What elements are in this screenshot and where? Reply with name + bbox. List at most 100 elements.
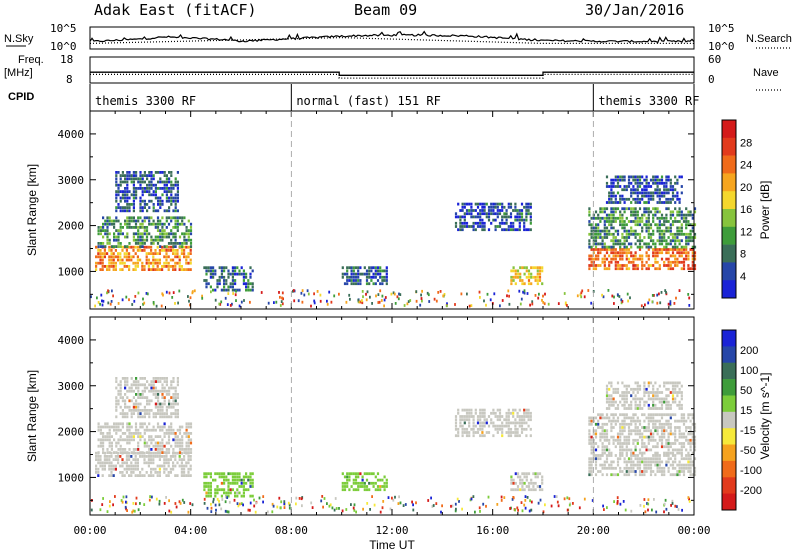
echo-cell [647,442,650,445]
echo-cell [605,394,609,398]
echo-cell [680,419,683,423]
echo-speckle [647,502,650,506]
echo-cell [663,432,666,436]
echo-speckle [380,299,383,302]
echo-cell [605,466,609,470]
echo-cell [212,275,215,279]
echo-cell [671,194,675,198]
echo-cell [113,222,116,226]
echo-cell [385,282,388,286]
echo-cell [510,275,513,279]
echo-cell [632,454,635,457]
echo-cell [638,397,642,401]
echo-cell [597,232,600,236]
echo-cell [520,424,524,428]
echo-cell [507,418,510,422]
echo-cell [383,275,386,279]
echo-cell [137,235,140,239]
echo-cell [645,260,648,264]
echo-cell [130,461,133,465]
echo-cell [485,431,488,434]
echo-cell [143,444,146,448]
echo-cell [119,261,122,265]
echo-cell [113,428,116,432]
echo-cell [627,251,631,255]
echo-cell [676,451,679,455]
echo-cell [665,257,668,261]
echo-speckle [288,506,291,510]
echo-cell [119,177,122,181]
echo-cell [669,416,672,420]
echo-speckle [482,502,485,506]
echo-cell [636,175,639,179]
echo-cell [649,264,653,267]
echo-cell [514,408,517,412]
echo-cell [172,428,175,432]
echo-cell [625,229,628,233]
echo-cell [590,438,593,442]
echo-cell [180,451,183,455]
echo-cell [126,232,129,236]
echo-cell [236,481,239,485]
echo-cell [176,383,179,387]
echo-cell [676,257,679,261]
echo-cell [141,396,144,399]
echo-speckle [307,292,310,296]
echo-cell [643,387,646,391]
echo-cell [641,473,644,477]
echo-cell [115,396,118,399]
echo-speckle [483,299,485,303]
echo-cell [623,264,626,267]
echo-cell [658,188,661,192]
echo-cell [608,245,611,249]
echo-cell [514,209,517,212]
echo-cell [189,268,192,271]
echo-cell [189,222,193,226]
echo-cell [463,221,466,225]
echo-cell [242,485,245,488]
echo-cell [516,434,519,438]
echo-cell [693,232,697,236]
echo-cell [649,470,653,473]
echo-speckle [345,508,348,511]
echo-cell [172,393,175,396]
echo-cell [134,226,138,229]
echo-cell [174,474,177,477]
echo-cell [159,245,162,248]
echo-speckle [489,298,492,302]
echo-cell [638,466,642,470]
echo-cell [214,478,217,482]
echo-speckle [563,497,566,501]
echo-cell [156,245,159,249]
echo-cell [154,402,157,406]
echo-cell [496,431,499,434]
echo-cell [113,235,116,239]
echo-cell [134,242,138,245]
echo-cell [376,266,380,270]
echo-cell [218,488,221,492]
echo-cell [454,215,458,219]
echo-cell [189,242,193,245]
echo-cell [174,458,177,461]
echo-cell [693,426,697,429]
echo-cell [134,428,138,432]
echo-speckle [618,295,621,298]
echo-cell [590,460,593,464]
echo-cell [165,467,168,471]
echo-cell [616,267,620,271]
echo-cell [117,448,120,451]
echo-cell [671,254,675,258]
echo-cell [523,221,526,225]
echo-speckle [362,295,364,299]
echo-speckle [131,510,134,514]
echo-cell [590,473,593,477]
echo-cell [185,232,188,236]
echo-cell [494,427,497,431]
echo-cell [503,215,506,219]
echo-cell [658,419,661,423]
echo-cell [630,460,633,464]
echo-cell [121,193,124,197]
echo-cell [143,422,146,426]
noise-series-line-1 [89,36,694,44]
echo-cell [161,222,164,226]
